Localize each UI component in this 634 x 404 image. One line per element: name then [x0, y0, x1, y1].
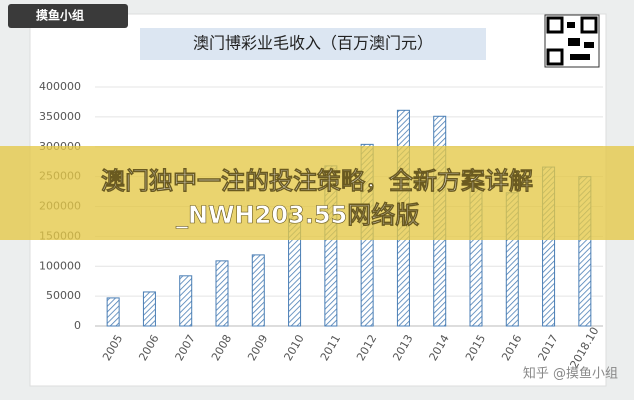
watermark: 知乎 @摸鱼小组	[523, 366, 618, 382]
bar	[251, 254, 265, 327]
logo: 摸鱼小组	[36, 8, 84, 23]
y-tick-label: 50000	[46, 289, 81, 302]
logo-box	[8, 4, 128, 28]
banner-line: _NWH203.55网络版	[176, 201, 419, 229]
bar	[215, 260, 229, 327]
banner	[0, 146, 634, 240]
title-box	[140, 28, 486, 60]
bar	[179, 275, 193, 327]
bar	[142, 291, 156, 327]
y-tick-label: 400000	[39, 80, 81, 93]
y-tick-label: 350000	[39, 110, 81, 123]
qr-code	[544, 14, 600, 68]
banner-line: 澳门独中一注的投注策略，全新方案详解	[101, 167, 533, 195]
bar	[106, 297, 120, 327]
y-tick-label: 0	[74, 319, 81, 332]
y-tick-label: 100000	[39, 259, 81, 272]
chart-title: 澳门博彩业毛收入（百万澳门元）	[193, 34, 433, 53]
